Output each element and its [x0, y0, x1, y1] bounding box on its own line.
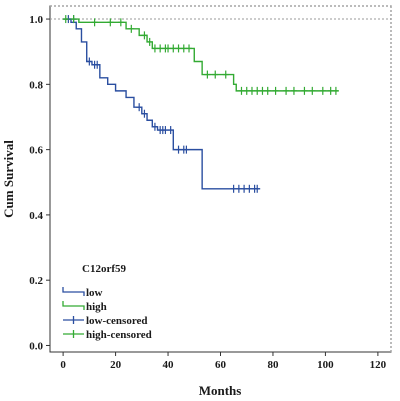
series-high-censored-mark — [170, 44, 177, 53]
legend-item-high: high — [62, 301, 107, 313]
y-tick-label: 0.8 — [29, 79, 43, 91]
x-axis-title: Months — [199, 383, 242, 398]
x-tick-label: 20 — [110, 359, 122, 371]
series-high-censored-mark — [254, 86, 261, 95]
x-tick-label: 0 — [60, 359, 66, 371]
series-high-censored-mark — [248, 86, 255, 95]
legend-item-low: low — [62, 287, 103, 299]
plot-frame — [49, 5, 392, 353]
series-high-censored-mark — [91, 18, 98, 27]
series-high-censored-mark — [117, 18, 124, 27]
legend: C12orf59 low high low-censored high-censore… — [62, 263, 152, 341]
series-low-censored-mark — [175, 145, 182, 154]
legend-item-low-censored: low-censored — [63, 315, 148, 327]
series-low-censored-mark — [254, 184, 261, 193]
legend-label: high-censored — [86, 329, 152, 341]
y-tick-label: 0.6 — [29, 145, 43, 157]
series-high-censored-mark — [238, 86, 245, 95]
series-low-censored-mark — [136, 103, 143, 112]
series-high-censored-mark — [146, 37, 153, 46]
series-low-censored-mark — [235, 184, 242, 193]
series-high-censored-mark — [62, 15, 69, 24]
x-tick-label: 80 — [267, 359, 279, 371]
y-axis-ticks: 0.0 0.2 0.4 0.6 0.8 1.0 — [29, 14, 50, 352]
y-axis-title: Cum Survival — [1, 140, 16, 218]
series-high-censored-mark — [157, 44, 164, 53]
series-high-censored-mark — [212, 70, 219, 79]
series-high-censored-mark — [180, 44, 187, 53]
x-tick-label: 120 — [370, 359, 387, 371]
series-low-censored-mark — [246, 184, 253, 193]
y-tick-label: 1.0 — [29, 14, 43, 26]
series-high-censored-mark — [222, 70, 229, 79]
series-low-censored-mark — [94, 60, 101, 69]
series-high-censored-mark — [301, 86, 308, 95]
series-high-censored-mark — [204, 70, 211, 79]
series-high-censored-mark — [165, 44, 172, 53]
y-tick-label: 0.0 — [29, 340, 43, 352]
series-high-censored-mark — [141, 31, 148, 40]
series-high-censored-mark — [243, 86, 250, 95]
series-low-censored-mark — [167, 126, 174, 135]
series-high-censored-mark — [327, 86, 334, 95]
series-high-censored-mark — [151, 44, 158, 53]
series-high-censored-mark — [290, 86, 297, 95]
legend-label: low — [86, 287, 103, 299]
series-low-censored-mark — [183, 145, 190, 154]
x-tick-label: 100 — [317, 359, 334, 371]
series-high-censored-mark — [272, 86, 279, 95]
series-layer — [62, 15, 339, 193]
series-high-censored-mark — [128, 24, 135, 33]
y-tick-label: 0.2 — [29, 275, 43, 287]
x-tick-label: 60 — [215, 359, 227, 371]
series-high-censored-mark — [70, 15, 77, 24]
series-low-censored-mark — [162, 126, 169, 135]
series-high-censored-mark — [175, 44, 182, 53]
series-low-censored-mark — [151, 122, 158, 131]
series-low-censored-mark — [230, 184, 237, 193]
series-high-censored-mark — [309, 86, 316, 95]
legend-label: high — [86, 301, 107, 313]
y-tick-label: 0.4 — [29, 210, 43, 222]
series-low-censored-mark — [86, 57, 93, 66]
legend-label: low-censored — [86, 315, 148, 327]
series-high-censored-mark — [264, 86, 271, 95]
x-tick-label: 40 — [163, 359, 175, 371]
legend-title: C12orf59 — [82, 263, 126, 275]
series-low-censored-mark — [241, 184, 248, 193]
series-high-censored-mark — [283, 86, 290, 95]
x-axis-ticks: 0 20 40 60 80 100 120 — [60, 352, 387, 371]
series-high-censored-mark — [107, 18, 114, 27]
series-high-censored-mark — [259, 86, 266, 95]
series-high-censored-mark — [332, 86, 339, 95]
series-low-censored-mark — [141, 109, 148, 118]
legend-item-high-censored: high-censored — [63, 329, 152, 341]
series-high-censored-mark — [186, 44, 193, 53]
series-high-censored-mark — [319, 86, 326, 95]
